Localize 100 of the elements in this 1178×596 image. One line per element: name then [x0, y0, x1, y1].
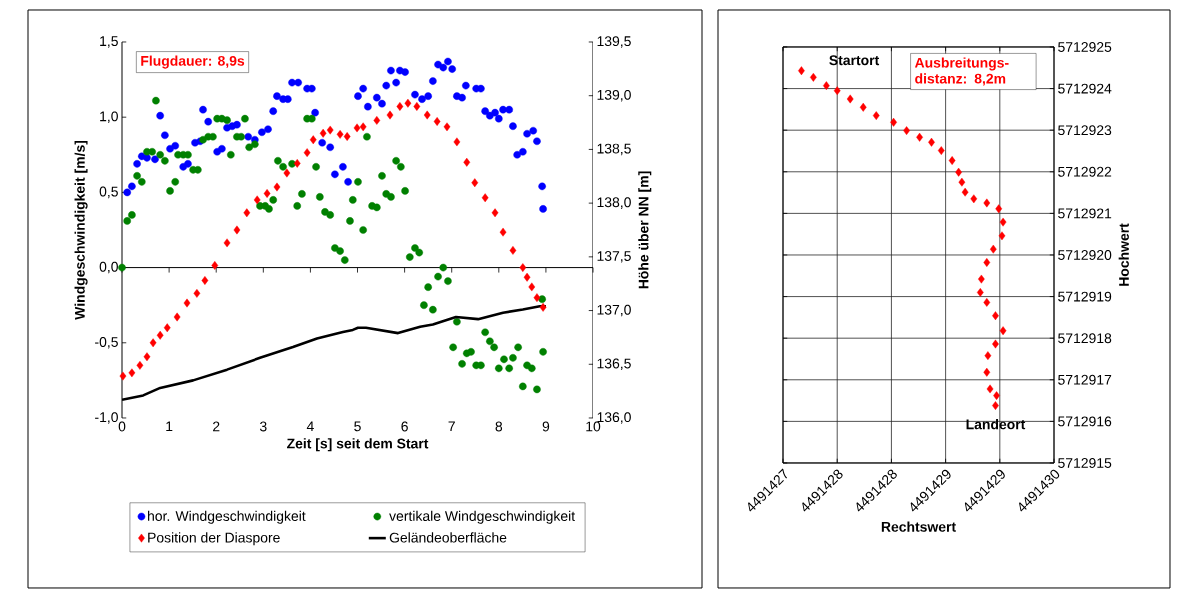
- point: [163, 323, 171, 333]
- legend-label: Position der Diaspore: [148, 532, 280, 546]
- point: [396, 102, 404, 111]
- y2-tick-label: 138,0: [597, 197, 631, 209]
- x-tick-label: 1: [166, 421, 173, 432]
- point: [872, 111, 880, 121]
- y-tick-label: 5712923: [1058, 125, 1112, 136]
- x-tick-label: 6: [401, 421, 408, 432]
- point: [989, 244, 997, 254]
- annotation: Landeort: [966, 419, 1026, 430]
- point: [156, 330, 164, 340]
- x-tick-label: 5: [354, 421, 361, 432]
- point: [283, 168, 291, 178]
- y2-tick-label: 139,5: [597, 36, 631, 48]
- point: [443, 122, 451, 132]
- point: [509, 246, 517, 255]
- point: [993, 391, 1000, 400]
- point: [433, 117, 441, 126]
- y2-tick-label: 137,5: [597, 251, 631, 263]
- point: [983, 298, 991, 307]
- y-tick-label: 1,5: [100, 36, 118, 48]
- x-axis-title: Zeit [s] seit dem Start: [287, 438, 429, 452]
- point: [353, 123, 361, 133]
- y-tick-label: 1,0: [100, 111, 118, 123]
- point: [937, 146, 945, 155]
- point: [343, 132, 351, 141]
- point: [136, 360, 144, 370]
- point: [233, 225, 241, 235]
- point: [128, 368, 136, 378]
- point: [223, 238, 231, 248]
- point: [303, 148, 311, 158]
- point: [992, 311, 999, 321]
- point: [528, 282, 536, 292]
- point: [970, 194, 978, 204]
- point: [201, 276, 209, 285]
- point: [326, 125, 334, 135]
- y-tick-label: 0,5: [99, 186, 118, 199]
- point: [976, 288, 984, 297]
- point: [999, 217, 1007, 227]
- y-axis-title: Hochwert: [1118, 223, 1129, 286]
- point: [373, 116, 381, 125]
- point: [998, 231, 1006, 241]
- point: [386, 110, 394, 120]
- y-tick-label: 5712925: [1058, 42, 1112, 52]
- y-tick-label: 5712924: [1058, 83, 1112, 94]
- point: [453, 137, 461, 147]
- point: [336, 129, 344, 139]
- y2-tick-label: 138,5: [597, 143, 631, 156]
- x-tick-label: 8: [495, 421, 503, 432]
- y2-tick-label: 136,5: [597, 358, 631, 371]
- point: [995, 204, 1003, 214]
- y2-axis-title: Höhe über NN [m]: [638, 171, 652, 289]
- legend-label: Geländeoberfläche: [389, 532, 507, 543]
- point: [978, 274, 985, 284]
- point: [928, 137, 935, 147]
- point: [955, 167, 962, 177]
- point: [984, 351, 992, 361]
- legend-label: vertikale Windgeschwindigkeit: [389, 510, 575, 524]
- x-tick-label: 4: [306, 421, 314, 432]
- y-tick-label: 5712917: [1058, 374, 1112, 385]
- y-tick-label: 5712922: [1058, 166, 1112, 177]
- x-tick-label: 3: [259, 421, 267, 432]
- y2-tick-label: 139,0: [597, 89, 631, 102]
- y-tick-label: 5712918: [1058, 333, 1112, 344]
- y-tick-label: -1,0: [95, 412, 118, 424]
- x-tick-label: 9: [542, 421, 550, 432]
- y-tick-label: 5712921: [1058, 208, 1112, 219]
- annotation: Ausbreitungs-distanz: 8,2m: [914, 57, 1009, 86]
- point: [481, 193, 489, 203]
- y-tick-label: 5712916: [1058, 416, 1112, 427]
- point: [948, 156, 956, 165]
- point: [539, 302, 547, 312]
- point: [983, 367, 991, 377]
- annotation: Flugdauer: 8,9s: [141, 55, 245, 69]
- point: [273, 182, 281, 192]
- point: [491, 208, 499, 218]
- point: [810, 72, 817, 82]
- x-axis-title: Rechtswert: [881, 521, 956, 532]
- point: [143, 352, 151, 362]
- point: [404, 98, 412, 108]
- point: [211, 261, 219, 270]
- point: [119, 371, 127, 381]
- y-tick-label: 5712915: [1058, 458, 1112, 468]
- point: [173, 312, 181, 322]
- point: [359, 122, 367, 132]
- y-axis-title: Windgeschwindigkeit [m/s]: [74, 140, 88, 320]
- point: [519, 263, 527, 272]
- point: [253, 195, 261, 205]
- point: [890, 117, 897, 127]
- point: [833, 86, 841, 96]
- point: [263, 189, 271, 198]
- point: [992, 339, 999, 349]
- point: [319, 128, 327, 138]
- point: [992, 401, 999, 410]
- x-tick-label: 7: [448, 421, 455, 432]
- point: [903, 126, 910, 135]
- x-tick-label: 0: [118, 421, 126, 432]
- y-tick-label: 5712919: [1058, 291, 1112, 302]
- point: [413, 102, 421, 111]
- point: [986, 384, 994, 394]
